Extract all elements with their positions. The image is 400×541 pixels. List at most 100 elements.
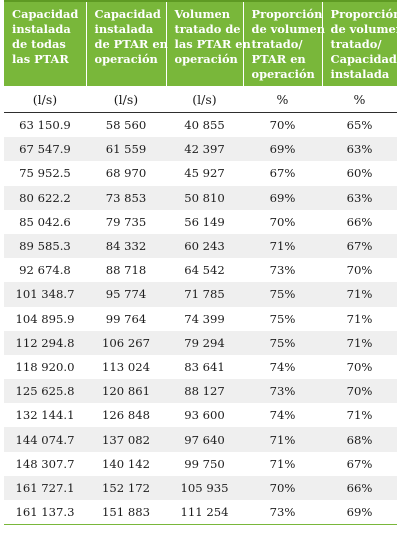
table-cell: 104 895.9	[15, 311, 75, 326]
table-row: 112 294.8 106 267 79 294 75% 71%	[4, 330, 397, 355]
table-cell: 40 855	[184, 118, 225, 133]
table-cell: 140 142	[102, 456, 150, 471]
table-cell: 118 920.0	[15, 359, 75, 374]
table-cell: 85 042.6	[19, 214, 71, 229]
table-cell: 75%	[269, 311, 296, 326]
table-cell: 56 149	[184, 214, 225, 229]
table-cell: 71%	[243, 427, 322, 452]
table-cell: 74%	[269, 408, 296, 423]
header-capacidad-instalada-todas: Capacidad instalada de todas las PTAR	[4, 0, 86, 86]
table-cell: 68 970	[105, 166, 147, 181]
table-row: 92 674.8 88 718 64 542 73% 70%	[4, 258, 397, 282]
table-cell: 161 137.3	[4, 500, 86, 526]
table-cell: 92 674.8	[19, 263, 71, 278]
table-row: 144 074.7 137 082 97 640 71% 68%	[4, 427, 397, 452]
table-cell: 152 172	[86, 475, 166, 500]
table-cell: 70%	[322, 379, 397, 404]
table-cell: 45 927	[184, 166, 225, 181]
table-cell: 66%	[346, 214, 373, 229]
table-row: 101 348.7 95 774 71 785 75% 71%	[4, 282, 397, 307]
table-cell: 95 774	[86, 282, 166, 307]
table-cell: 99 750	[184, 456, 225, 471]
table-row: 161 137.3 151 883 111 254 73% 69%	[4, 500, 397, 526]
unit-cell: %	[322, 86, 397, 113]
table-cell: 69%	[243, 137, 322, 162]
table-cell: 84 332	[86, 233, 166, 259]
table-cell: 70%	[243, 475, 322, 500]
table-cell: 73 853	[86, 185, 166, 210]
table-cell: 63%	[322, 185, 397, 210]
table-cell: 63 150.9	[19, 118, 71, 133]
table-row: 132 144.1 126 848 93 600 74% 71%	[4, 403, 397, 427]
table-cell: 75 952.5	[19, 166, 71, 181]
table-cell: 67%	[346, 456, 373, 471]
table-cell: 99 764	[105, 311, 147, 326]
table-cell: 137 082	[86, 427, 166, 452]
table-cell: 151 883	[86, 500, 166, 526]
table-cell: 73%	[269, 263, 296, 278]
table-cell: 132 144.1	[15, 408, 75, 423]
units-row: (l/s) (l/s) (l/s) % %	[4, 86, 397, 113]
table-cell: 70%	[269, 214, 296, 229]
table-row: 161 727.1 152 172 105 935 70% 66%	[4, 475, 397, 500]
header-capacidad-instalada-operacion: Capacidad instalada de PTAR en operación	[85, 0, 168, 86]
table-cell: 101 348.7	[4, 282, 86, 307]
table-cell: 148 307.7	[15, 456, 75, 471]
table-cell: 70%	[269, 118, 296, 133]
unit-cell: %	[243, 86, 322, 113]
table-cell: 111 254	[166, 500, 243, 526]
unit-cell: (l/s)	[86, 86, 166, 113]
table-cell: 70%	[346, 263, 373, 278]
table-row: 85 042.6 79 735 56 149 70% 66%	[4, 210, 397, 234]
table-cell: 68%	[322, 427, 397, 452]
header-proporcion-ptar-operacion: Proporción de volumen tratado/ PTAR en o…	[242, 0, 325, 86]
header-volumen-tratado: Volumen tratado de las PTAR en operación	[165, 0, 251, 86]
ptar-capacity-table: Capacidad instalada de todas las PTAR Ca…	[4, 0, 400, 526]
header-row: Capacidad instalada de todas las PTAR Ca…	[4, 0, 400, 86]
table-cell: 125 625.8	[4, 379, 86, 404]
table-cell: 126 848	[102, 408, 150, 423]
table-row: 125 625.8 120 861 88 127 73% 70%	[4, 379, 397, 404]
data-table-container: Capacidad instalada de todas las PTAR Ca…	[4, 0, 400, 526]
table-row: 75 952.5 68 970 45 927 67% 60%	[4, 161, 397, 185]
table-body: 63 150.9 58 560 40 855 70% 65% 67 547.9 61 559…	[4, 113, 397, 526]
table-cell: 88 718	[105, 263, 147, 278]
unit-cell: (l/s)	[4, 86, 86, 113]
table-cell: 73%	[243, 500, 322, 526]
table-cell: 106 267	[86, 330, 166, 355]
table-cell: 113 024	[102, 359, 150, 374]
table-cell: 144 074.7	[4, 427, 86, 452]
table-cell: 71 785	[166, 282, 243, 307]
table-cell: 71%	[269, 456, 296, 471]
table-cell: 75%	[243, 330, 322, 355]
table-cell: 105 935	[166, 475, 243, 500]
table-row: 80 622.2 73 853 50 810 69% 63%	[4, 185, 397, 210]
table-cell: 97 640	[166, 427, 243, 452]
table-cell: 42 397	[166, 137, 243, 162]
table-cell: 83 641	[184, 359, 225, 374]
table-row: 118 920.0 113 024 83 641 74% 70%	[4, 355, 397, 379]
table-cell: 112 294.8	[4, 330, 86, 355]
table-cell: 71%	[346, 408, 373, 423]
table-cell: 63%	[322, 137, 397, 162]
table-cell: 60%	[346, 166, 373, 181]
table-row: 104 895.9 99 764 74 399 75% 71%	[4, 307, 397, 331]
table-cell: 120 861	[86, 379, 166, 404]
table-cell: 67%	[269, 166, 296, 181]
table-cell: 161 727.1	[4, 475, 86, 500]
table-cell: 79 294	[166, 330, 243, 355]
table-cell: 74 399	[184, 311, 225, 326]
table-cell: 71%	[346, 311, 373, 326]
table-cell: 71%	[322, 330, 397, 355]
table-row: 63 150.9 58 560 40 855 70% 65%	[4, 113, 397, 138]
table-cell: 70%	[346, 359, 373, 374]
table-cell: 80 622.2	[4, 185, 86, 210]
table-row: 148 307.7 140 142 99 750 71% 67%	[4, 452, 397, 476]
table-cell: 79 735	[105, 214, 147, 229]
table-cell: 67%	[322, 233, 397, 259]
table-cell: 50 810	[166, 185, 243, 210]
table-cell: 67 547.9	[4, 137, 86, 162]
table-cell: 60 243	[166, 233, 243, 259]
table-cell: 88 127	[166, 379, 243, 404]
unit-cell: (l/s)	[166, 86, 243, 113]
